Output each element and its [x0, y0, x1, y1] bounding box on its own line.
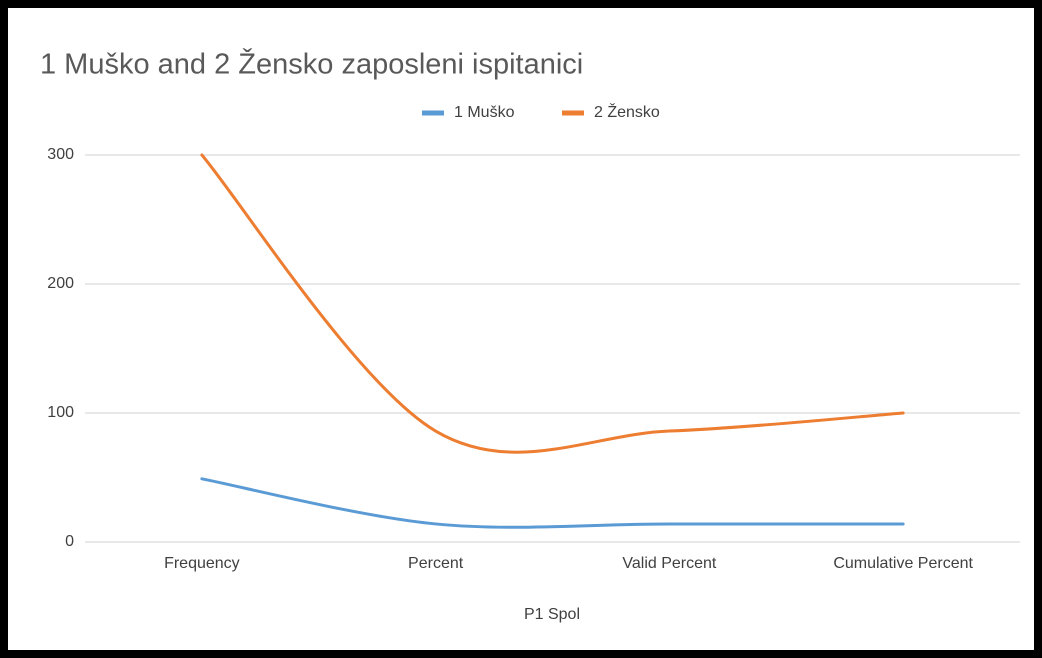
y-tick-label: 300	[47, 146, 74, 163]
y-tick-label: 0	[65, 533, 74, 550]
series-line	[200, 477, 905, 529]
series-line	[200, 153, 905, 454]
x-tick-label: Percent	[408, 555, 464, 572]
y-tick-label: 200	[47, 275, 74, 292]
x-tick-label: Cumulative Percent	[833, 555, 973, 572]
y-tick-label: 100	[47, 404, 74, 421]
x-axis-label: P1 Spol	[524, 606, 580, 623]
x-tick-label: Frequency	[164, 555, 240, 572]
x-tick-label: Valid Percent	[622, 555, 717, 572]
legend-label: 2 Žensko	[594, 102, 660, 121]
chart-title: 1 Muško and 2 Žensko zaposleni ispitanic…	[40, 48, 583, 81]
legend-label: 1 Muško	[454, 104, 515, 121]
